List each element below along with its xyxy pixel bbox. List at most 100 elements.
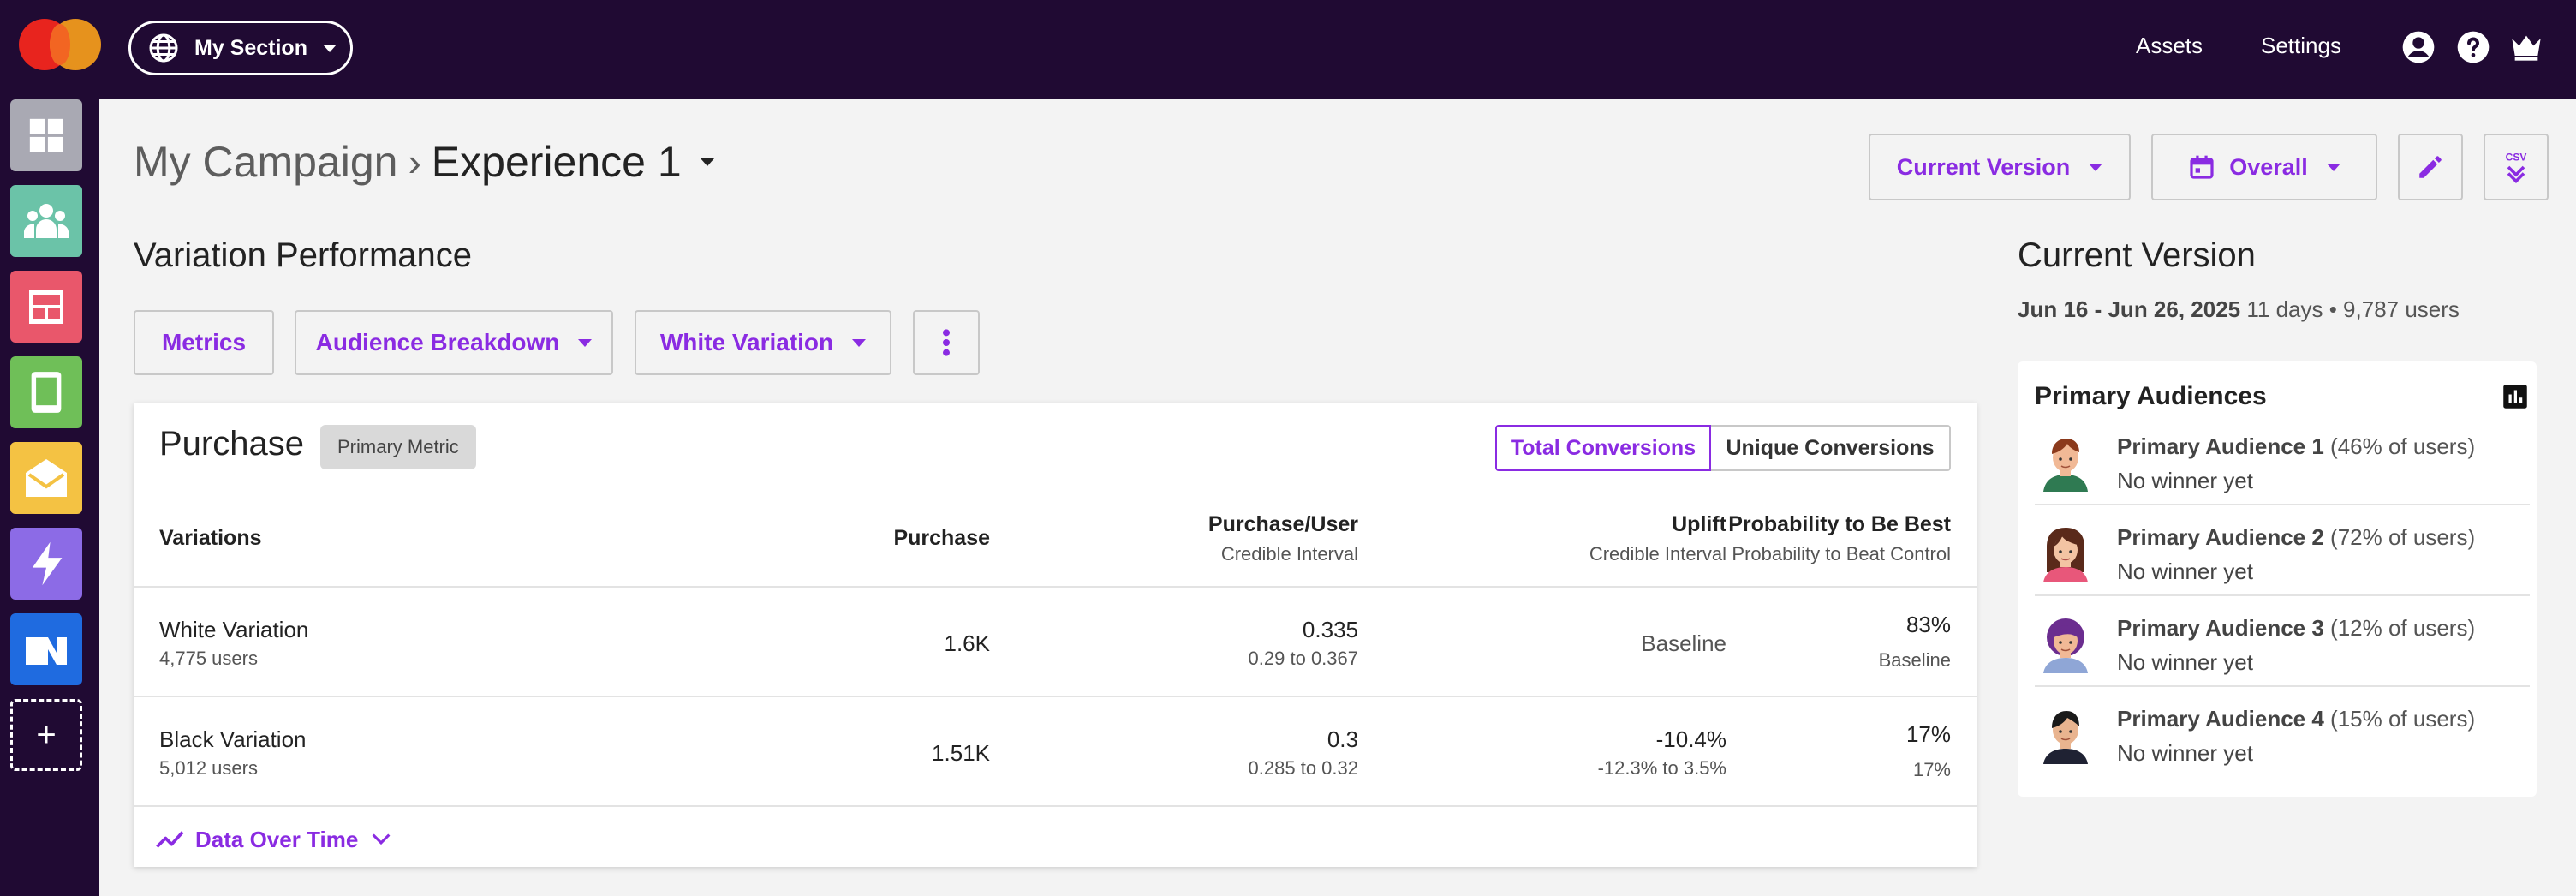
audiences-icon [24, 204, 69, 238]
calendar-icon [2190, 155, 2214, 179]
app-audiences[interactable] [10, 185, 82, 257]
app-web[interactable] [10, 271, 82, 343]
uplift-value: -10.4% [1655, 726, 1726, 752]
user-icon[interactable] [2401, 30, 2436, 64]
metric-card: Purchase Primary Metric Total Conversion… [134, 403, 1977, 867]
audience-status: No winner yet [2117, 649, 2253, 675]
audience-item[interactable]: Primary Audience 4 (15% of users) No win… [2035, 687, 2530, 778]
crown-icon[interactable] [2509, 30, 2543, 64]
purchase-value: 1.6K [944, 630, 991, 656]
audience-item[interactable]: Primary Audience 3 (12% of users) No win… [2035, 596, 2530, 687]
col-probability: Probability to Be Best [1728, 512, 1951, 536]
web-layout-icon [29, 290, 63, 324]
audience-label: Primary Audience 3 (12% of users) [2117, 615, 2476, 641]
audience-item[interactable]: Primary Audience 1 (46% of users) No win… [2035, 415, 2530, 505]
uplift-value: Baseline [1641, 630, 1726, 656]
more-options-button[interactable] [913, 310, 980, 375]
feed-icon [26, 637, 67, 665]
audience-label: Primary Audience 4 (15% of users) [2117, 706, 2476, 732]
section-selector[interactable]: My Section [128, 21, 353, 75]
email-icon [26, 459, 67, 497]
avatar [2043, 618, 2088, 673]
breadcrumb-experience[interactable]: Experience 1 [431, 138, 682, 186]
audience-breakdown-dropdown[interactable]: Audience Breakdown [295, 310, 613, 375]
app-feed[interactable] [10, 613, 82, 685]
audience-breakdown-label: Audience Breakdown [315, 329, 560, 355]
col-variations: Variations [159, 526, 262, 550]
primary-metric-badge: Primary Metric [320, 425, 476, 469]
globe-icon [149, 33, 178, 63]
audience-status: No winner yet [2117, 468, 2253, 493]
primary-audiences-card: Primary Audiences Primary Audience 1 (46… [2018, 361, 2537, 797]
purchase-value: 1.51K [932, 740, 990, 766]
date-range-label: Overall [2229, 153, 2308, 180]
current-version-title: Current Version [2018, 236, 2256, 274]
per-user-value: 0.3 [1327, 726, 1358, 752]
plus-icon: + [36, 715, 57, 754]
app-dashboard[interactable] [10, 99, 82, 171]
variation-users: 4,775 users [159, 648, 258, 669]
mobile-icon [31, 372, 62, 413]
app-email[interactable] [10, 442, 82, 514]
breadcrumb-separator: › [408, 140, 421, 184]
trend-line-icon [156, 831, 184, 848]
divider [134, 586, 1977, 588]
pencil-icon [2419, 156, 2442, 178]
divider [134, 805, 1977, 807]
metrics-button[interactable]: Metrics [134, 310, 274, 375]
audience-status: No winner yet [2117, 740, 2253, 766]
lightning-icon [32, 541, 63, 586]
avatar [2043, 711, 2088, 764]
svg-text:CSV: CSV [2506, 152, 2527, 164]
section-title: Variation Performance [134, 236, 472, 274]
col-uplift: Uplift [1672, 512, 1726, 536]
brand-logo[interactable] [19, 19, 103, 70]
chevron-down-icon [372, 833, 391, 845]
date-range-selector[interactable]: Overall [2151, 134, 2377, 200]
col-purchase-per-user: Purchase/User [1208, 512, 1358, 536]
top-bar: My Section Assets Settings [0, 0, 2576, 99]
settings-link[interactable]: Settings [2261, 33, 2341, 58]
csv-export-button[interactable]: CSV [2484, 134, 2549, 200]
bar-chart-icon[interactable] [2502, 384, 2528, 409]
help-icon[interactable] [2456, 30, 2490, 64]
add-app-button[interactable]: + [10, 699, 82, 771]
chevron-down-icon [2089, 163, 2103, 171]
col-probability-sub: Probability to Beat Control [1732, 543, 1951, 564]
experience-dropdown-chevron-icon[interactable] [700, 158, 714, 166]
probability-value: 83% [1905, 612, 1951, 637]
col-uplift-sub: Credible Interval [1589, 543, 1726, 564]
divider [2035, 594, 2530, 596]
probability-control: Baseline [1878, 649, 1951, 671]
version-selector[interactable]: Current Version [1869, 134, 2131, 200]
data-over-time-toggle[interactable]: Data Over Time [156, 822, 391, 857]
edit-button[interactable] [2398, 134, 2463, 200]
audience-label: Primary Audience 1 (46% of users) [2117, 433, 2476, 459]
chevron-down-icon [2326, 163, 2340, 171]
variation-name: Black Variation [159, 726, 307, 752]
metric-title: Purchase [159, 425, 304, 463]
version-range: Jun 16 - Jun 26, 2025 11 days • 9,787 us… [2018, 296, 2460, 323]
variation-label: White Variation [659, 329, 834, 355]
breadcrumb: My Campaign › Experience 1 [134, 137, 714, 187]
audience-label: Primary Audience 2 (72% of users) [2117, 524, 2476, 550]
app-mobile[interactable] [10, 356, 82, 428]
divider [134, 696, 1977, 697]
variation-dropdown[interactable]: White Variation [635, 310, 891, 375]
assets-link[interactable]: Assets [2136, 33, 2203, 58]
version-meta: 11 days • 9,787 users [2246, 296, 2460, 322]
metrics-label: Metrics [161, 329, 247, 355]
unique-conversions-toggle[interactable]: Unique Conversions [1711, 425, 1951, 471]
breadcrumb-campaign[interactable]: My Campaign [134, 138, 398, 186]
probability-value: 17% [1905, 721, 1951, 747]
total-conversions-toggle[interactable]: Total Conversions [1495, 425, 1711, 471]
uplift-interval: -12.3% to 3.5% [1597, 757, 1726, 779]
per-user-value: 0.335 [1302, 617, 1358, 642]
version-date-range: Jun 16 - Jun 26, 2025 [2018, 296, 2241, 322]
chevron-down-icon [322, 44, 337, 52]
app-recommendations[interactable] [10, 528, 82, 600]
data-over-time-label: Data Over Time [195, 826, 359, 852]
version-label: Current Version [1896, 153, 2071, 180]
audience-item[interactable]: Primary Audience 2 (72% of users) No win… [2035, 505, 2530, 596]
divider [2035, 685, 2530, 687]
